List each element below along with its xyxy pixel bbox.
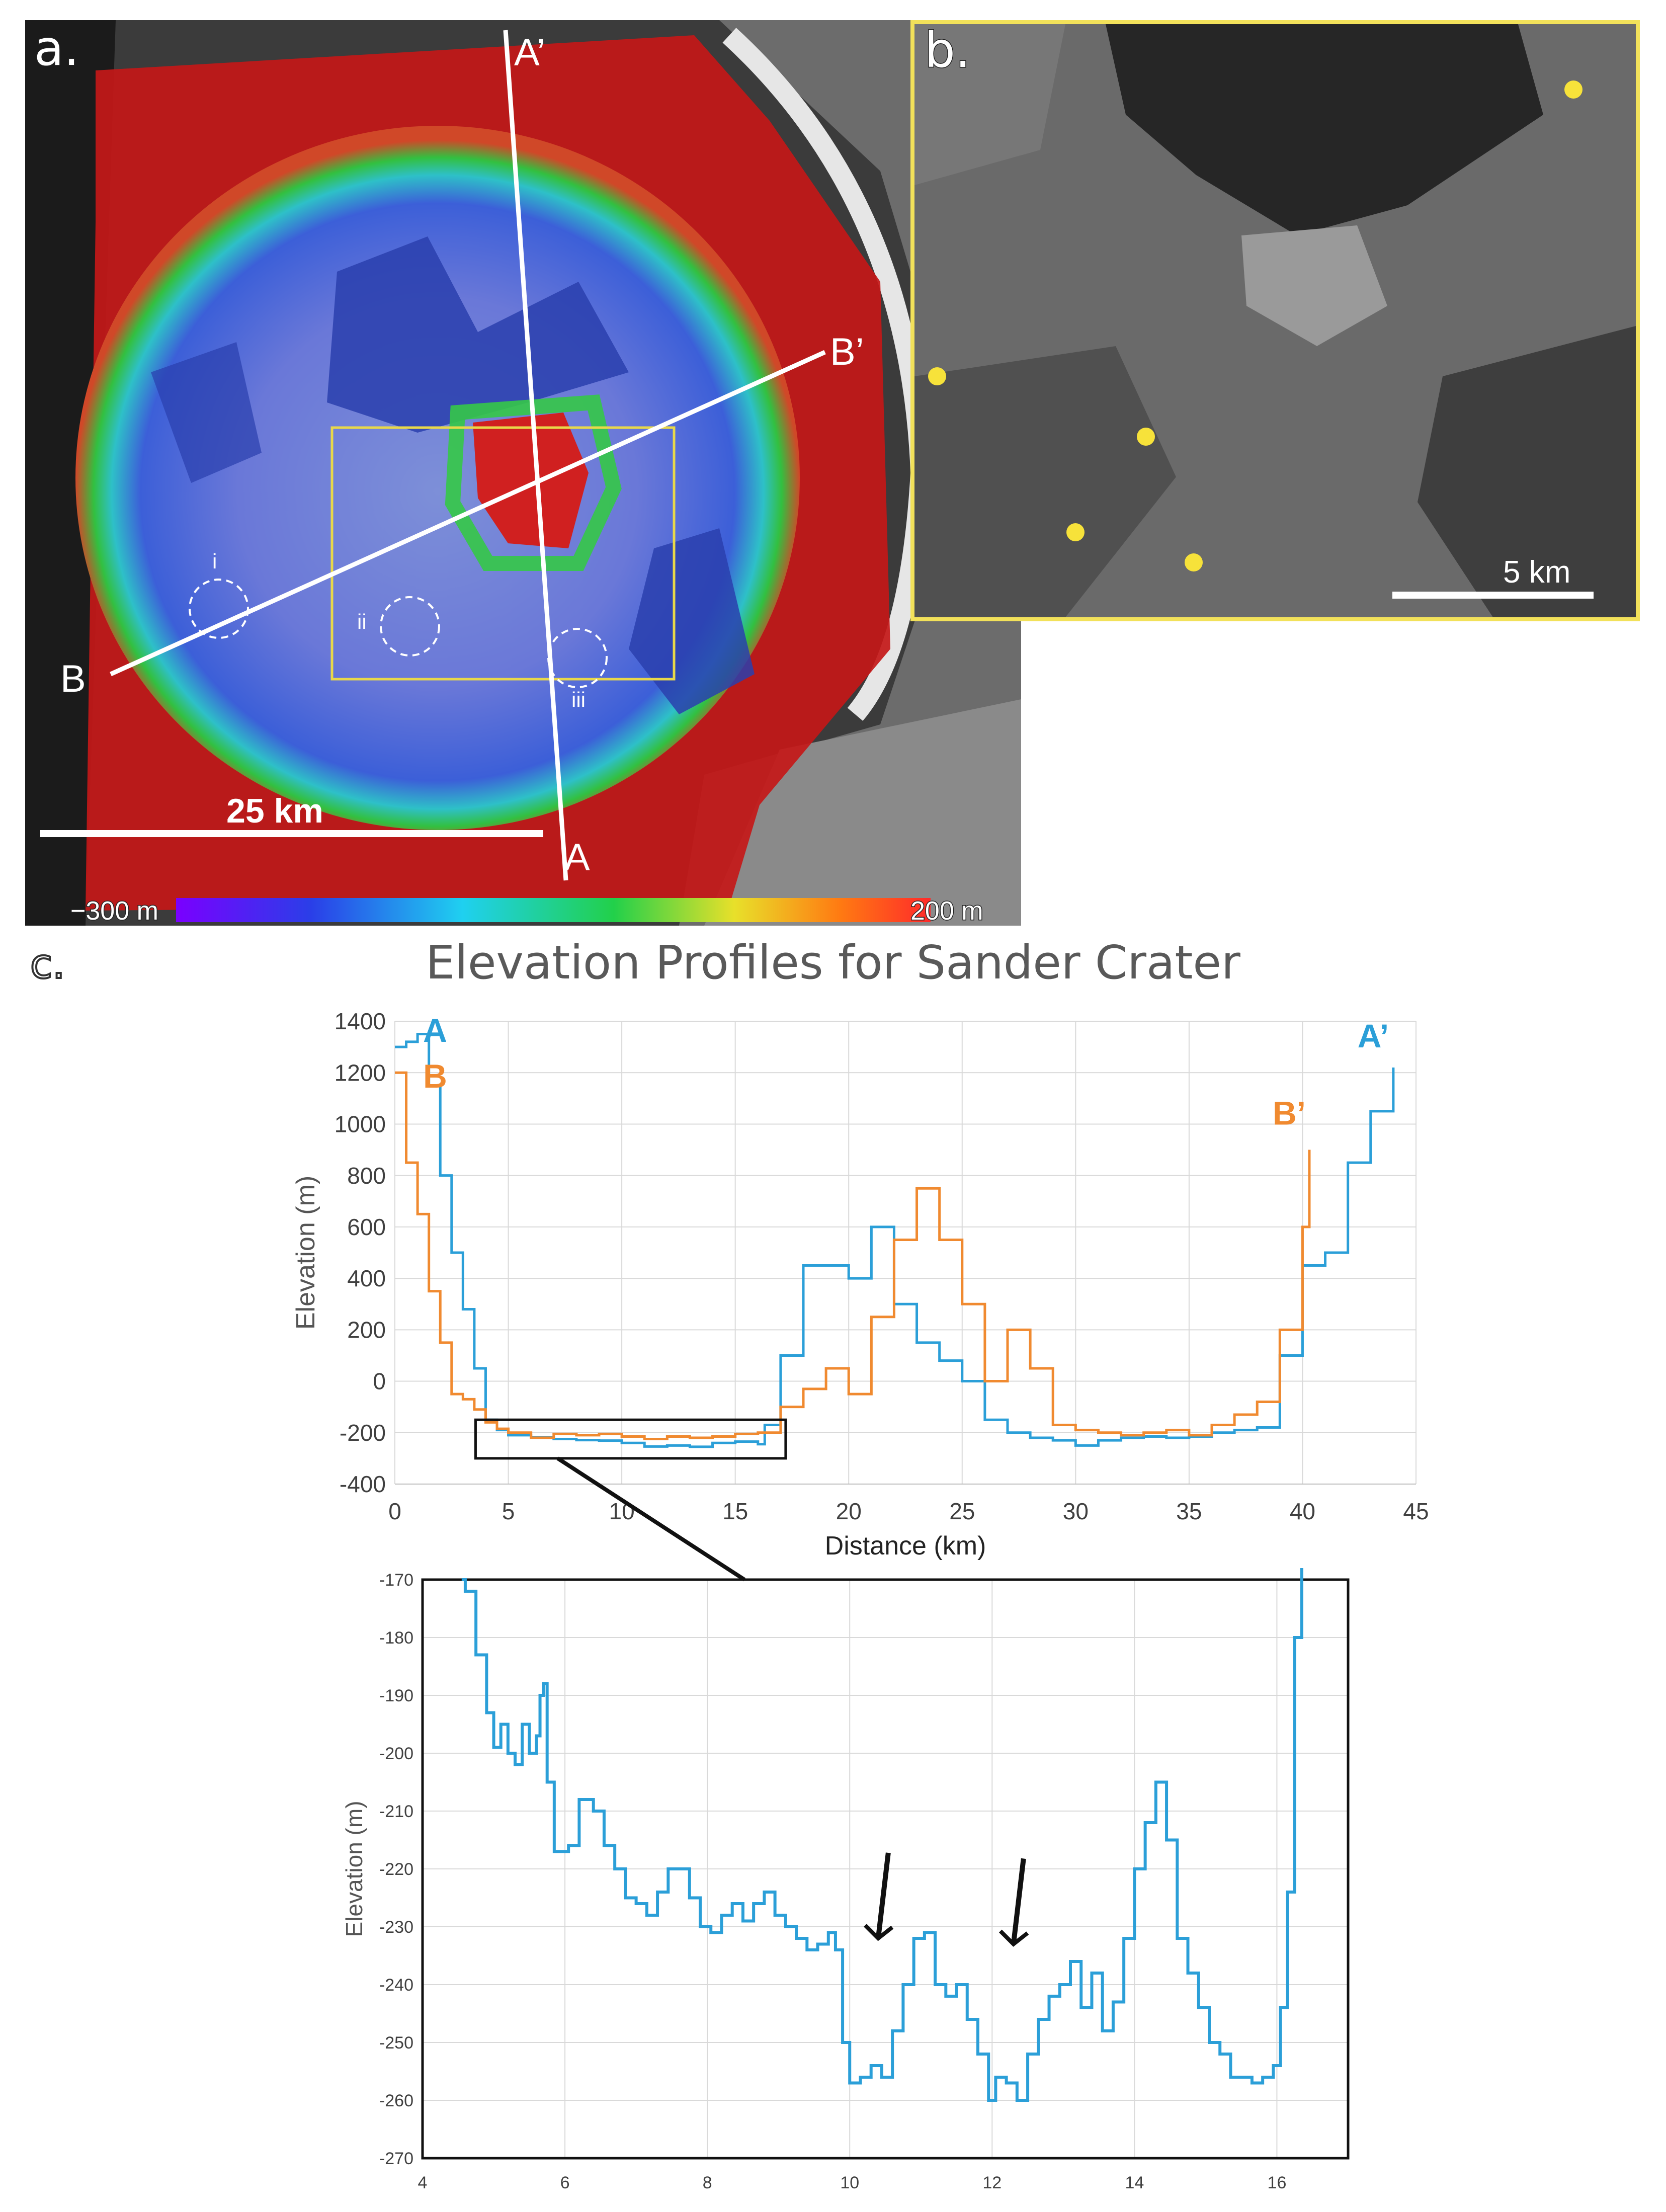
x-tick-label: 40 — [1290, 1498, 1315, 1524]
x-tick-label: 25 — [949, 1498, 975, 1524]
x-tick-label: 6 — [560, 2173, 570, 2192]
y-tick-label: -200 — [340, 1420, 386, 1446]
region-label-iii: iii — [571, 688, 586, 711]
panel-c-letter: c. — [29, 940, 66, 989]
x-tick-label: 10 — [609, 1498, 635, 1524]
x-tick-label: 4 — [418, 2173, 428, 2192]
x-tick-label: 8 — [703, 2173, 712, 2192]
label-a-prime: A’ — [514, 31, 545, 74]
colorbar-min-label: −300 m — [70, 896, 158, 926]
series-end-label-b: B’ — [1273, 1095, 1306, 1132]
y-tick-label: -180 — [379, 1628, 413, 1648]
region-circle-i — [189, 579, 249, 639]
y-tick-label: -240 — [379, 1976, 413, 1995]
x-tick-label: 12 — [982, 2173, 1002, 2192]
marker-5 — [1185, 553, 1203, 571]
zoom-region-box — [474, 1418, 787, 1460]
y-tick-label: 400 — [347, 1265, 386, 1291]
main-elevation-chart: 0 5 10 15 20 25 30 35 40 45 -400 -200 0 200 400 600 800 1… — [291, 1008, 1429, 1561]
y-tick-label: -170 — [379, 1571, 413, 1590]
annotation-arrow-head-2 — [998, 1929, 1029, 1947]
y-tick-label: -400 — [340, 1471, 386, 1497]
scale-bar-label-b: 5 km — [1503, 555, 1570, 590]
y-tick-label: 800 — [347, 1163, 386, 1189]
series-line-b — [395, 1071, 1311, 1441]
annotation-arrow-1 — [875, 1852, 891, 1939]
y-tick-label: 600 — [347, 1214, 386, 1240]
x-tick-label: 0 — [388, 1498, 401, 1524]
panel-b-image: 5 km b. — [910, 20, 1640, 621]
zoom-connector — [556, 1456, 746, 1582]
chart-title: Elevation Profiles for Sander Crater — [426, 936, 1240, 990]
y-tick-label: -200 — [379, 1744, 413, 1763]
panel-a-map: A’ B’ B A i ii iii 25 km −300 m 200 m a. — [25, 20, 1021, 926]
profile-line-b — [110, 350, 826, 677]
connector-line — [556, 1456, 746, 1582]
y-tick-label: 0 — [373, 1368, 386, 1395]
panel-a-letter: a. — [33, 20, 79, 77]
region-label-ii: ii — [357, 610, 367, 633]
marker-4 — [1066, 523, 1085, 541]
region-circle-ii — [380, 596, 440, 657]
panel-a-svg: A’ B’ B A i ii iii 25 km −300 m 200 m — [25, 20, 1021, 926]
x-tick-label: 14 — [1125, 2173, 1144, 2192]
y-tick-label: -190 — [379, 1686, 413, 1705]
scale-bar-b — [1392, 592, 1594, 599]
y-axis-label: Elevation (m) — [291, 1176, 320, 1330]
y-tick-label: -230 — [379, 1918, 413, 1937]
zoom-elevation-chart: 4 6 8 10 12 14 16 -270 -260 -250 -240 -230 -220 -210 -… — [341, 1568, 1350, 2192]
label-a: A — [564, 836, 590, 879]
y-tick-label: 1000 — [335, 1111, 386, 1137]
colorbar — [176, 898, 931, 922]
marker-3 — [1137, 428, 1155, 446]
y-tick-label: -270 — [379, 2149, 413, 2168]
marker-2 — [928, 367, 946, 385]
label-b-prime: B’ — [830, 331, 864, 373]
series-label-b: B — [423, 1057, 447, 1095]
region-circle-iii — [547, 628, 608, 688]
y-tick-label: -260 — [379, 2091, 413, 2110]
y-tick-label: -210 — [379, 1802, 413, 1821]
annotation-arrow-2 — [1011, 1858, 1026, 1945]
x-tick-label: 15 — [722, 1498, 748, 1524]
x-tick-label: 35 — [1176, 1498, 1202, 1524]
scale-bar-label-a: 25 km — [226, 792, 323, 830]
x-tick-label: 30 — [1063, 1498, 1089, 1524]
x-tick-label: 10 — [840, 2173, 859, 2192]
y-tick-label: 1200 — [335, 1059, 386, 1086]
marker-1 — [1564, 80, 1582, 99]
profile-line-a — [503, 30, 568, 881]
scale-bar-a — [40, 830, 543, 837]
y-tick-label: -250 — [379, 2033, 413, 2053]
series-line-0 — [461, 1568, 1303, 2102]
series-end-label-a: A’ — [1358, 1017, 1389, 1054]
panel-b-letter: b. — [924, 22, 971, 79]
x-tick-label: 5 — [502, 1498, 515, 1524]
x-tick-label: 16 — [1268, 2173, 1287, 2192]
y-tick-label: 200 — [347, 1317, 386, 1343]
colorbar-max-label: 200 m — [910, 896, 983, 926]
inset-box — [330, 426, 676, 681]
y-axis-label: Elevation (m) — [341, 1801, 367, 1937]
y-tick-label: 1400 — [335, 1008, 386, 1034]
plot-frame — [421, 1578, 1350, 2160]
series-label-a: A — [423, 1012, 447, 1049]
label-b: B — [60, 658, 86, 700]
annotation-arrow-head-1 — [864, 1924, 894, 1941]
x-tick-label: 45 — [1403, 1498, 1429, 1524]
x-tick-label: 20 — [836, 1498, 862, 1524]
x-axis-label: Distance (km) — [825, 1531, 986, 1561]
panel-b-svg: 5 km — [914, 24, 1636, 617]
region-label-i: i — [212, 549, 217, 573]
y-tick-label: -220 — [379, 1860, 413, 1879]
